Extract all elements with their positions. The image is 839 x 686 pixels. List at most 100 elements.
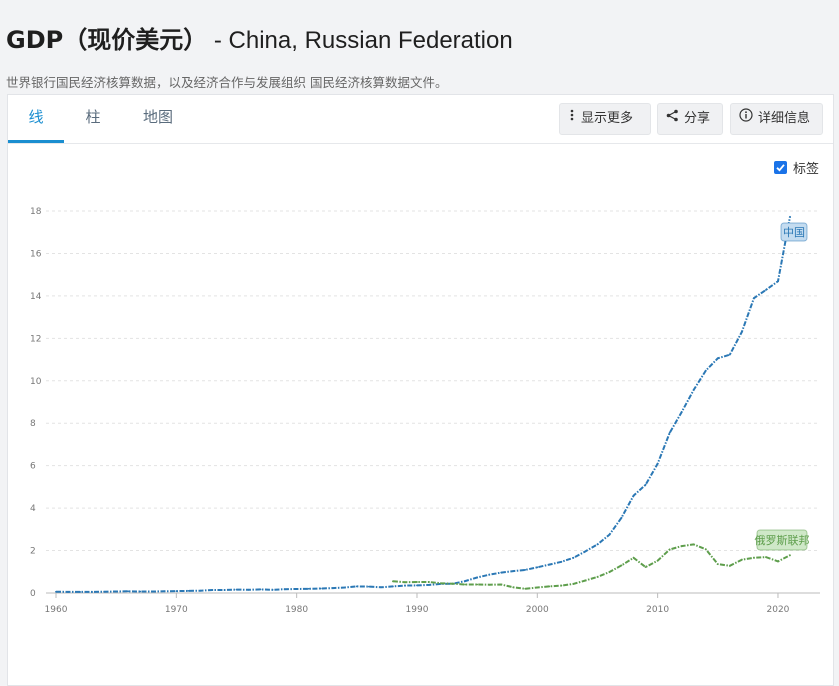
data-point	[524, 587, 527, 590]
tab-bar[interactable]: 柱	[85, 108, 101, 126]
show-more-button[interactable]: 显示更多	[559, 103, 651, 135]
data-point	[199, 589, 202, 592]
data-point	[777, 280, 779, 283]
data-point	[777, 560, 779, 563]
x-tick-label: 1960	[45, 605, 68, 615]
data-point	[91, 591, 93, 593]
series-end-label: 俄罗斯联邦	[755, 534, 810, 547]
details-button[interactable]: 详细信息	[730, 103, 823, 135]
data-point	[680, 411, 683, 413]
y-tick-label: 10	[30, 377, 42, 387]
x-tick-label: 2010	[646, 605, 669, 615]
data-point	[55, 590, 57, 593]
grid-lines	[46, 210, 820, 552]
series-line-1	[392, 543, 791, 590]
data-point	[692, 389, 695, 391]
data-point	[464, 580, 467, 583]
show-more-label: 显示更多	[581, 111, 634, 126]
x-tick-label: 2020	[767, 605, 790, 615]
data-point	[656, 462, 659, 465]
labels-toggle[interactable]: 标签	[773, 158, 819, 177]
y-tick-label: 4	[30, 504, 36, 514]
data-point	[789, 554, 791, 557]
view-tabs: 线 柱 地图 显示更多 分享 详细信息	[8, 95, 833, 144]
data-point	[740, 558, 743, 561]
details-label: 详细信息	[758, 111, 811, 126]
data-point	[704, 369, 707, 372]
y-tick-label: 14	[30, 292, 42, 302]
data-point	[644, 483, 647, 486]
page-subtitle: 世界银行国民经济核算数据，以及经济合作与发展组织 国民经济核算数据文件。	[6, 75, 448, 90]
data-point	[548, 585, 551, 588]
data-point	[416, 584, 418, 587]
x-tick-label: 1990	[406, 605, 429, 615]
data-point	[163, 590, 166, 593]
data-point	[428, 581, 430, 583]
tab-map[interactable]: 地图	[142, 108, 173, 126]
data-point	[596, 543, 599, 546]
data-point	[500, 583, 503, 586]
data-point	[307, 587, 310, 590]
data-point	[500, 571, 503, 574]
data-point	[536, 566, 539, 569]
data-point	[668, 431, 671, 434]
data-point	[127, 590, 130, 593]
chart-panel: 线 柱 地图 显示更多 分享 详细信息 标签	[7, 94, 834, 686]
data-point	[753, 297, 755, 300]
data-point	[392, 585, 394, 588]
more-vertical-icon	[568, 104, 576, 134]
share-button[interactable]: 分享	[657, 103, 723, 135]
data-point	[103, 590, 106, 593]
data-point	[404, 584, 406, 587]
data-point	[151, 590, 154, 593]
data-point	[644, 566, 647, 569]
data-point	[512, 570, 515, 573]
data-point	[367, 585, 370, 588]
data-point	[632, 556, 635, 559]
page-title-main: GDP（现价美元）	[6, 26, 208, 54]
share-label: 分享	[684, 111, 711, 126]
series-label-box	[780, 222, 808, 242]
data-point	[283, 588, 286, 591]
data-point	[692, 543, 695, 546]
data-point	[452, 582, 454, 585]
y-tick-label: 18	[30, 207, 42, 217]
x-tick-label: 1980	[285, 605, 308, 615]
data-point	[211, 589, 214, 591]
data-point	[716, 357, 719, 360]
x-tick-label: 2000	[526, 605, 549, 615]
labels-toggle-label: 标签	[792, 162, 819, 177]
data-point	[428, 584, 430, 586]
y-tick-label: 8	[30, 419, 36, 429]
series-line-0	[55, 216, 791, 593]
data-point	[476, 583, 479, 586]
data-point	[789, 215, 791, 218]
data-point	[476, 576, 479, 579]
tab-line[interactable]: 线	[8, 95, 64, 143]
data-point	[175, 590, 178, 592]
data-point	[187, 589, 190, 592]
data-point	[488, 583, 491, 586]
data-point	[512, 586, 515, 589]
data-point	[728, 353, 731, 356]
data-point	[247, 588, 250, 591]
data-point	[608, 571, 611, 573]
data-point	[572, 582, 575, 585]
data-point	[668, 548, 671, 551]
data-point	[548, 563, 551, 566]
data-point	[704, 548, 707, 551]
data-point	[584, 579, 587, 582]
data-point	[740, 330, 743, 333]
data-point	[620, 564, 623, 567]
data-point	[139, 590, 142, 593]
data-point	[115, 590, 118, 593]
data-point	[560, 560, 563, 563]
labels-checkbox[interactable]	[773, 161, 787, 174]
x-tick-label: 1970	[165, 605, 188, 615]
page-title: GDP（现价美元） - China, Russian Federation	[6, 20, 513, 55]
data-point	[584, 550, 587, 553]
data-point	[79, 591, 81, 593]
data-point	[620, 516, 623, 519]
